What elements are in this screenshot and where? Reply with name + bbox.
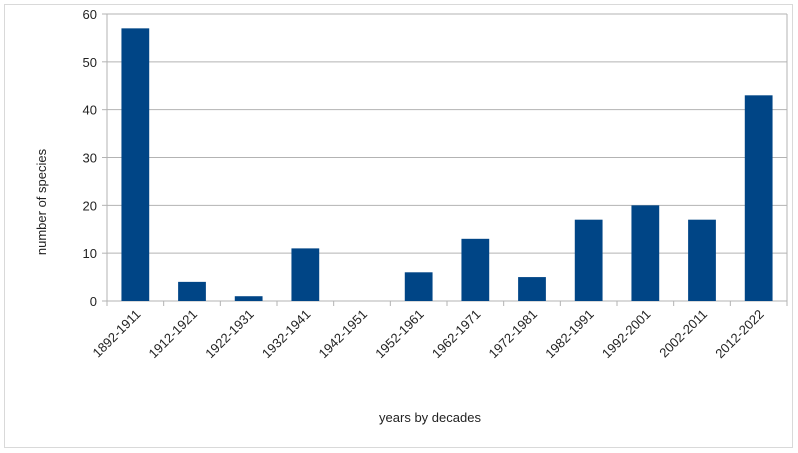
- y-tick-label: 30: [83, 151, 97, 166]
- x-tick-label: 1942-1951: [316, 307, 371, 362]
- bar-1982-1991: [574, 219, 603, 301]
- bar-1892-1911: [121, 28, 150, 301]
- bar-2002-2011: [688, 219, 716, 301]
- bar-1912-1921: [178, 281, 206, 301]
- bar-1922-1931: [234, 296, 263, 301]
- x-tick-label: 1932-1941: [259, 307, 314, 362]
- bar-1992-2001: [631, 205, 660, 301]
- bar-1962-1971: [461, 238, 490, 301]
- y-tick-label: 60: [83, 7, 97, 22]
- bar-1932-1941: [291, 248, 320, 301]
- y-axis-title: number of species: [34, 148, 49, 255]
- bars: [121, 28, 773, 301]
- x-tick-label: 1952-1961: [372, 307, 427, 362]
- x-tick-label: 1992-2001: [599, 307, 654, 362]
- x-tick-label: 1982-1991: [542, 307, 597, 362]
- y-tick-labels: 0 10 20 30 40 50 60: [83, 7, 97, 309]
- x-tick-label: 1922-1931: [202, 307, 257, 362]
- x-tick-label: 2002-2011: [656, 307, 710, 361]
- bar-2012-2022: [744, 95, 773, 301]
- y-tick-label: 50: [83, 55, 97, 70]
- gridlines: [102, 13, 788, 306]
- y-tick-label: 20: [83, 198, 97, 213]
- y-tick-label: 0: [90, 294, 97, 309]
- y-tick-label: 40: [83, 103, 97, 118]
- y-tick-label: 10: [83, 246, 97, 261]
- bar-1952-1961: [404, 272, 433, 301]
- x-tick-label: 1912-1921: [146, 307, 201, 362]
- x-tick-label: 1892-1911: [90, 307, 144, 361]
- x-axis-title: years by decades: [379, 410, 481, 425]
- x-tick-labels: 1892-1911 1912-1921 1922-1931 1932-1941 1942…: [90, 307, 767, 362]
- x-tick-label: 1972-1981: [486, 307, 541, 362]
- bar-1972-1981: [518, 277, 546, 301]
- x-tick-label: 2012-2022: [712, 307, 767, 362]
- x-tick-label: 1962-1971: [429, 307, 484, 362]
